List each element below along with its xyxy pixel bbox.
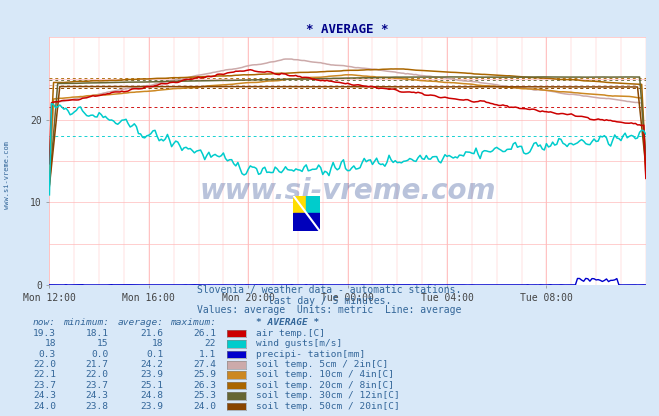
Text: 19.3: 19.3 — [33, 329, 56, 338]
Text: * AVERAGE *: * AVERAGE * — [256, 318, 319, 327]
Text: www.si-vreme.com: www.si-vreme.com — [200, 177, 496, 205]
Text: 24.3: 24.3 — [86, 391, 109, 400]
Text: 23.7: 23.7 — [86, 381, 109, 390]
Text: last day / 5 minutes.: last day / 5 minutes. — [268, 296, 391, 306]
Text: average:: average: — [117, 318, 163, 327]
Text: 24.0: 24.0 — [193, 401, 216, 411]
Text: 25.3: 25.3 — [193, 391, 216, 400]
Text: 22.0: 22.0 — [33, 360, 56, 369]
Title: * AVERAGE *: * AVERAGE * — [306, 23, 389, 36]
Text: soil temp. 5cm / 2in[C]: soil temp. 5cm / 2in[C] — [256, 360, 388, 369]
Bar — [293, 196, 306, 213]
Text: 0.1: 0.1 — [146, 349, 163, 359]
Text: 1.1: 1.1 — [199, 349, 216, 359]
Text: 23.8: 23.8 — [86, 401, 109, 411]
Text: 24.3: 24.3 — [33, 391, 56, 400]
Text: 23.7: 23.7 — [33, 381, 56, 390]
Text: 25.1: 25.1 — [140, 381, 163, 390]
Text: 23.9: 23.9 — [140, 401, 163, 411]
Text: 0.3: 0.3 — [39, 349, 56, 359]
Text: precipi- tation[mm]: precipi- tation[mm] — [256, 349, 365, 359]
Text: maximum:: maximum: — [170, 318, 216, 327]
Text: Values: average  Units: metric  Line: average: Values: average Units: metric Line: aver… — [197, 305, 462, 315]
Text: 0.0: 0.0 — [92, 349, 109, 359]
Text: soil temp. 50cm / 20in[C]: soil temp. 50cm / 20in[C] — [256, 401, 399, 411]
Text: 22.1: 22.1 — [33, 370, 56, 379]
Text: 21.6: 21.6 — [140, 329, 163, 338]
Text: www.si-vreme.com: www.si-vreme.com — [3, 141, 10, 209]
Text: minimum:: minimum: — [63, 318, 109, 327]
Text: 24.0: 24.0 — [33, 401, 56, 411]
Text: wind gusts[m/s]: wind gusts[m/s] — [256, 339, 342, 348]
Text: 21.7: 21.7 — [86, 360, 109, 369]
Text: 22: 22 — [205, 339, 216, 348]
Text: 22.0: 22.0 — [86, 370, 109, 379]
Text: 23.9: 23.9 — [140, 370, 163, 379]
Text: air temp.[C]: air temp.[C] — [256, 329, 325, 338]
Text: now:: now: — [33, 318, 56, 327]
Text: soil temp. 20cm / 8in[C]: soil temp. 20cm / 8in[C] — [256, 381, 393, 390]
Text: 27.4: 27.4 — [193, 360, 216, 369]
Text: 24.2: 24.2 — [140, 360, 163, 369]
Text: 18.1: 18.1 — [86, 329, 109, 338]
Text: 26.3: 26.3 — [193, 381, 216, 390]
Text: 18: 18 — [45, 339, 56, 348]
Bar — [306, 196, 320, 213]
Text: 18: 18 — [152, 339, 163, 348]
Text: 25.9: 25.9 — [193, 370, 216, 379]
Text: 26.1: 26.1 — [193, 329, 216, 338]
Text: soil temp. 10cm / 4in[C]: soil temp. 10cm / 4in[C] — [256, 370, 393, 379]
Text: 24.8: 24.8 — [140, 391, 163, 400]
Text: Slovenia / weather data - automatic stations.: Slovenia / weather data - automatic stat… — [197, 285, 462, 295]
Text: soil temp. 30cm / 12in[C]: soil temp. 30cm / 12in[C] — [256, 391, 399, 400]
Bar — [293, 213, 320, 231]
Text: 15: 15 — [98, 339, 109, 348]
